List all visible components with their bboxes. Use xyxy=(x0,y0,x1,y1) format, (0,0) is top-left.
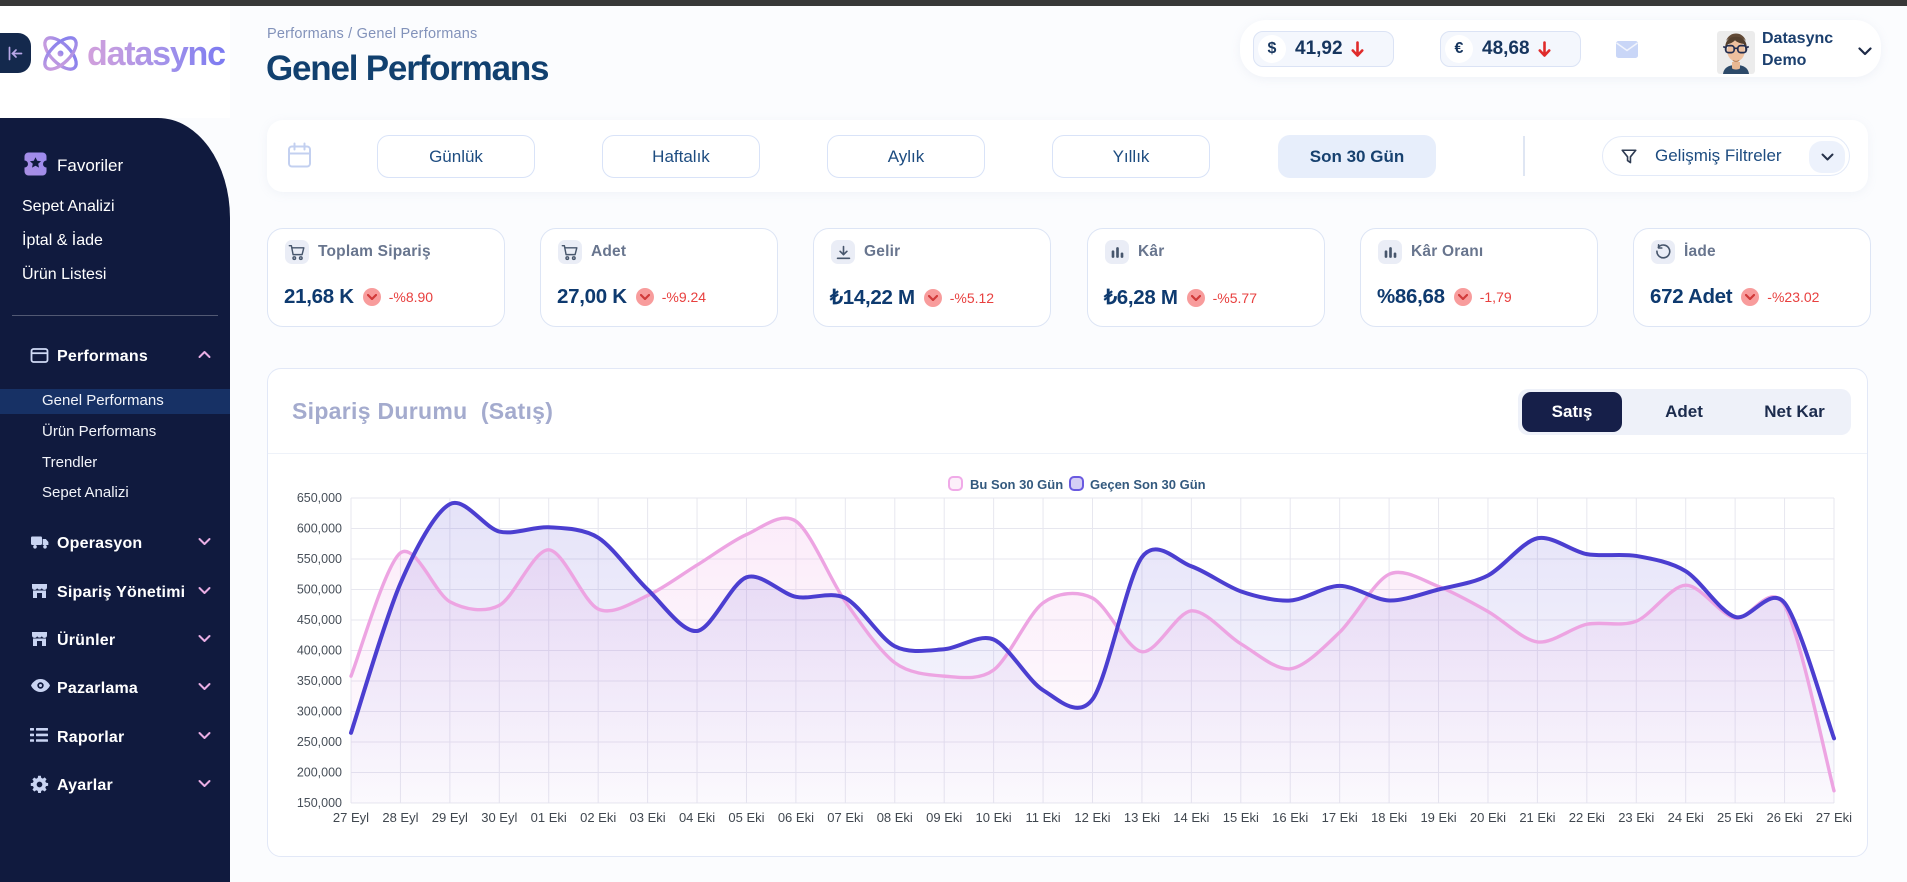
svg-text:13 Eki: 13 Eki xyxy=(1124,810,1160,825)
svg-text:12 Eki: 12 Eki xyxy=(1074,810,1110,825)
svg-text:16 Eki: 16 Eki xyxy=(1272,810,1308,825)
svg-text:01 Eki: 01 Eki xyxy=(531,810,567,825)
svg-text:22 Eki: 22 Eki xyxy=(1569,810,1605,825)
svg-text:250,000: 250,000 xyxy=(297,735,342,749)
svg-text:26 Eki: 26 Eki xyxy=(1766,810,1802,825)
svg-text:04 Eki: 04 Eki xyxy=(679,810,715,825)
svg-text:21 Eki: 21 Eki xyxy=(1519,810,1555,825)
svg-text:550,000: 550,000 xyxy=(297,552,342,566)
svg-text:25 Eki: 25 Eki xyxy=(1717,810,1753,825)
svg-text:03 Eki: 03 Eki xyxy=(630,810,666,825)
svg-text:650,000: 650,000 xyxy=(297,491,342,505)
svg-text:27 Eyl: 27 Eyl xyxy=(333,810,369,825)
svg-text:17 Eki: 17 Eki xyxy=(1322,810,1358,825)
svg-text:18 Eki: 18 Eki xyxy=(1371,810,1407,825)
svg-text:10 Eki: 10 Eki xyxy=(976,810,1012,825)
svg-text:09 Eki: 09 Eki xyxy=(926,810,962,825)
svg-text:600,000: 600,000 xyxy=(297,522,342,536)
svg-text:300,000: 300,000 xyxy=(297,705,342,719)
svg-text:150,000: 150,000 xyxy=(297,796,342,810)
svg-text:27 Eki: 27 Eki xyxy=(1816,810,1852,825)
svg-text:24 Eki: 24 Eki xyxy=(1668,810,1704,825)
svg-text:20 Eki: 20 Eki xyxy=(1470,810,1506,825)
svg-text:29 Eyl: 29 Eyl xyxy=(432,810,468,825)
svg-text:450,000: 450,000 xyxy=(297,613,342,627)
svg-text:05 Eki: 05 Eki xyxy=(728,810,764,825)
svg-text:200,000: 200,000 xyxy=(297,766,342,780)
svg-text:23 Eki: 23 Eki xyxy=(1618,810,1654,825)
svg-text:28 Eyl: 28 Eyl xyxy=(382,810,418,825)
svg-text:500,000: 500,000 xyxy=(297,583,342,597)
svg-text:07 Eki: 07 Eki xyxy=(827,810,863,825)
svg-text:19 Eki: 19 Eki xyxy=(1420,810,1456,825)
svg-text:11 Eki: 11 Eki xyxy=(1025,810,1060,825)
svg-text:30 Eyl: 30 Eyl xyxy=(481,810,517,825)
svg-text:350,000: 350,000 xyxy=(297,674,342,688)
svg-text:06 Eki: 06 Eki xyxy=(778,810,814,825)
svg-text:15 Eki: 15 Eki xyxy=(1223,810,1259,825)
svg-text:14 Eki: 14 Eki xyxy=(1173,810,1209,825)
svg-text:08 Eki: 08 Eki xyxy=(877,810,913,825)
svg-text:400,000: 400,000 xyxy=(297,644,342,658)
svg-text:02 Eki: 02 Eki xyxy=(580,810,616,825)
